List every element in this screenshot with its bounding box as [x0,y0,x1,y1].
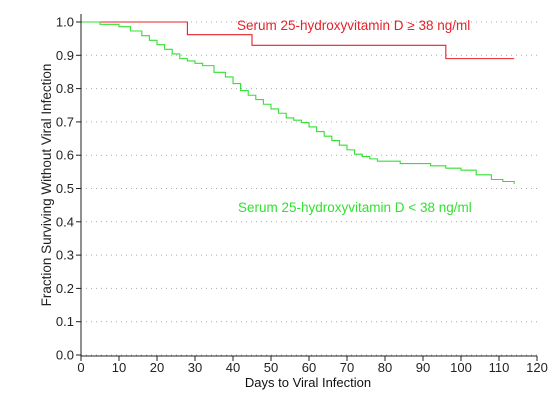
x-axis-label: Days to Viral Infection [245,375,371,390]
x-tick-label: 10 [112,360,126,375]
y-tick-label: 0.7 [56,114,74,129]
y-tick-label: 0.1 [56,314,74,329]
y-tick-label: 0.6 [56,148,74,163]
x-tick-label: 30 [188,360,202,375]
y-tick-label: 0.8 [56,81,74,96]
series-line-0 [81,21,515,60]
x-tick-label: 70 [340,360,354,375]
x-tick-label: 110 [489,360,510,375]
x-tick-label: 100 [450,360,472,375]
x-tick-label: 90 [416,360,430,375]
series-label-low: Serum 25-hydroxyvitamin D < 38 ng/ml [238,200,472,215]
y-tick-label: 0.4 [56,214,74,229]
x-tick-label: 40 [226,360,240,375]
y-tick-group: 0.0 0.1 0.2 0.3 0.4 0.5 0.6 0.7 0.8 0.9 1.0 [56,15,81,363]
x-tick-label: 20 [150,360,164,375]
x-tick-group: 0 10 20 30 40 50 60 70 80 90 100 110 120 [77,356,548,375]
y-tick-label: 0.9 [56,48,74,63]
y-axis-label: Fraction Surviving Without Viral Infecti… [39,64,54,307]
y-tick-label: 0.3 [56,248,74,263]
x-tick-label: 80 [378,360,392,375]
y-tick-label: 0.2 [56,281,74,296]
x-tick-label: 50 [264,360,278,375]
y-tick-label: 0.0 [56,348,74,363]
y-tick-label: 0.5 [56,181,74,196]
x-tick-label: 120 [526,360,548,375]
axes [80,14,537,357]
series-group [81,21,515,184]
series-line-1 [81,21,515,184]
x-tick-label: 0 [77,360,84,375]
y-tick-label: 1.0 [56,15,74,30]
x-tick-label: 60 [302,360,316,375]
series-label-high: Serum 25-hydroxyvitamin D ≥ 38 ng/ml [237,18,470,33]
grid-lines [81,21,537,356]
